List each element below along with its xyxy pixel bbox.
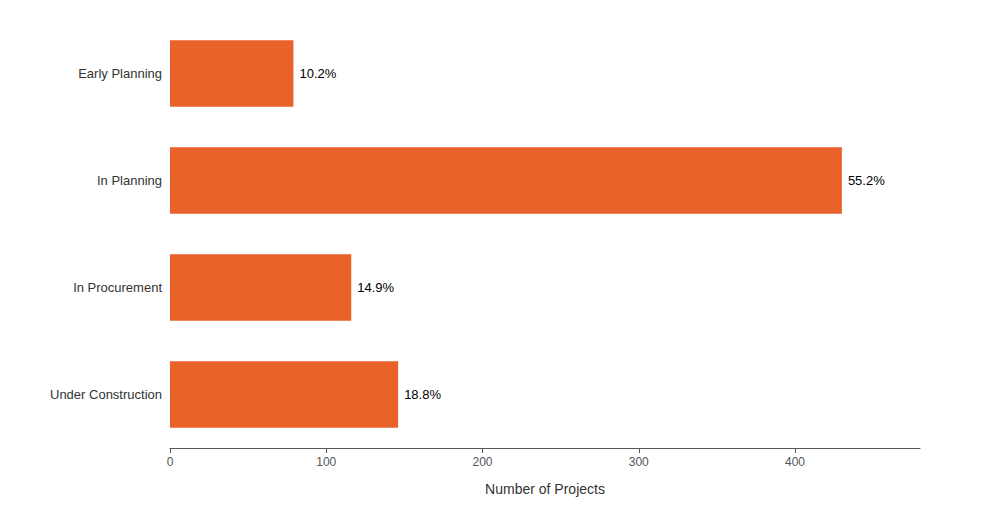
svg-text:Under Construction: Under Construction xyxy=(50,387,162,402)
svg-text:In Planning: In Planning xyxy=(97,173,162,188)
svg-text:300: 300 xyxy=(629,455,649,469)
svg-text:100: 100 xyxy=(316,455,336,469)
svg-text:14.9%: 14.9% xyxy=(357,280,394,295)
svg-text:Early Planning: Early Planning xyxy=(78,66,162,81)
svg-text:55.2%: 55.2% xyxy=(848,173,885,188)
svg-text:200: 200 xyxy=(472,455,492,469)
svg-text:400: 400 xyxy=(785,455,805,469)
svg-text:0: 0 xyxy=(167,455,174,469)
svg-text:18.8%: 18.8% xyxy=(404,387,441,402)
svg-text:10.2%: 10.2% xyxy=(299,66,336,81)
svg-text:Number of Projects: Number of Projects xyxy=(485,481,605,497)
svg-text:In Procurement: In Procurement xyxy=(73,280,162,295)
